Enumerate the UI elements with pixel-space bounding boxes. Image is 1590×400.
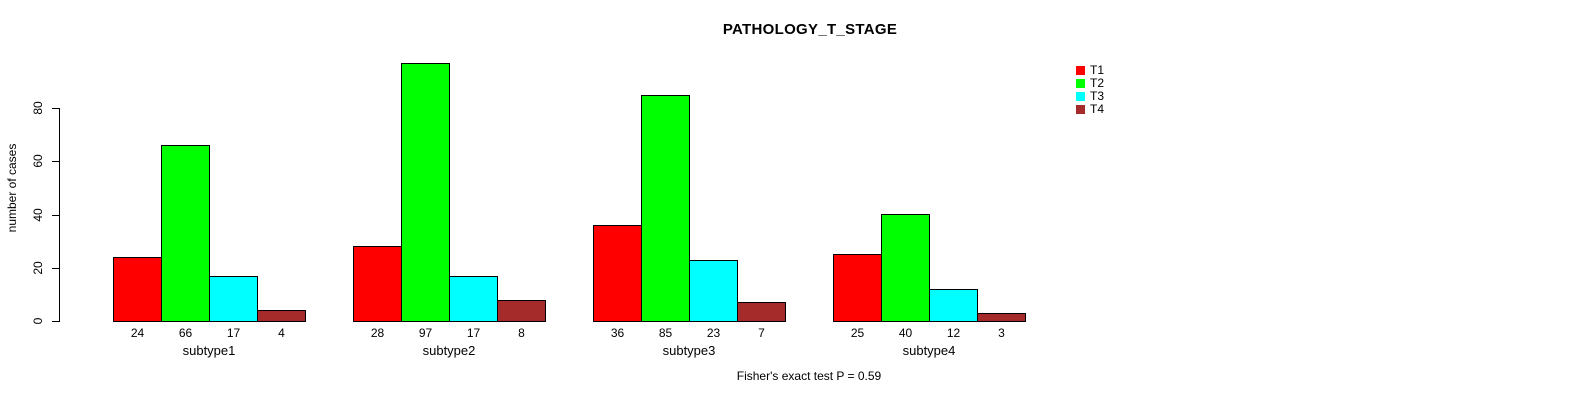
bar-t3-subtype3 [689, 260, 738, 322]
bar-value-label: 36 [610, 326, 625, 340]
legend-label: T4 [1090, 102, 1105, 116]
y-axis-tick [52, 321, 59, 322]
y-axis-tick [52, 108, 59, 109]
y-axis-label: number of cases [5, 143, 19, 233]
y-axis-tick-label: 0 [31, 317, 45, 325]
bar-value-label: 3 [998, 326, 1005, 340]
bar-value-label: 17 [466, 326, 481, 340]
legend-swatch-t1 [1076, 66, 1085, 75]
bar-t1-subtype4 [833, 254, 882, 322]
bar-value-label: 12 [946, 326, 961, 340]
legend-item-t3: T3 [1076, 90, 1104, 103]
bar-t4-subtype1 [257, 310, 306, 322]
y-axis-tick-label: 60 [31, 154, 45, 168]
bar-t2-subtype4 [881, 214, 930, 322]
bar-t1-subtype3 [593, 225, 642, 322]
legend-label: T3 [1090, 89, 1105, 103]
y-axis-tick-label: 80 [31, 101, 45, 115]
bar-t2-subtype3 [641, 95, 690, 322]
bar-value-label: 85 [658, 326, 673, 340]
legend-item-t2: T2 [1076, 77, 1104, 90]
bar-value-label: 8 [518, 326, 525, 340]
legend-item-t4: T4 [1076, 103, 1104, 116]
bar-value-label: 66 [178, 326, 193, 340]
legend: T1 T2 T3 T4 [1076, 64, 1104, 116]
category-label: subtype3 [662, 343, 716, 358]
y-axis-tick-label: 40 [31, 208, 45, 222]
legend-label: T1 [1090, 63, 1105, 77]
y-axis-tick-label: 20 [31, 261, 45, 275]
fisher-test-annotation: Fisher's exact test P = 0.59 [736, 369, 882, 383]
bar-t4-subtype2 [497, 300, 546, 322]
legend-swatch-t3 [1076, 92, 1085, 101]
y-axis-line [59, 108, 60, 322]
y-axis-tick [52, 215, 59, 216]
legend-label: T2 [1090, 76, 1105, 90]
bar-t2-subtype2 [401, 63, 450, 322]
y-axis-tick [52, 161, 59, 162]
bar-t3-subtype4 [929, 289, 978, 322]
legend-swatch-t2 [1076, 79, 1085, 88]
bar-t3-subtype1 [209, 276, 258, 322]
y-axis-tick [52, 268, 59, 269]
bar-value-label: 40 [898, 326, 913, 340]
bar-value-label: 24 [130, 326, 145, 340]
category-label: subtype1 [182, 343, 236, 358]
bar-t3-subtype2 [449, 276, 498, 322]
legend-item-t1: T1 [1076, 64, 1104, 77]
bar-value-label: 23 [706, 326, 721, 340]
bar-t2-subtype1 [161, 145, 210, 322]
bar-value-label: 17 [226, 326, 241, 340]
bar-t4-subtype3 [737, 302, 786, 322]
bar-value-label: 97 [418, 326, 433, 340]
chart-title: PATHOLOGY_T_STAGE [722, 21, 898, 38]
bar-value-label: 7 [758, 326, 765, 340]
bar-t1-subtype2 [353, 246, 402, 322]
category-label: subtype4 [902, 343, 956, 358]
bar-value-label: 25 [850, 326, 865, 340]
legend-swatch-t4 [1076, 105, 1085, 114]
bar-value-label: 4 [278, 326, 285, 340]
category-label: subtype2 [422, 343, 476, 358]
bar-t1-subtype1 [113, 257, 162, 322]
bar-t4-subtype4 [977, 313, 1026, 322]
bar-value-label: 28 [370, 326, 385, 340]
